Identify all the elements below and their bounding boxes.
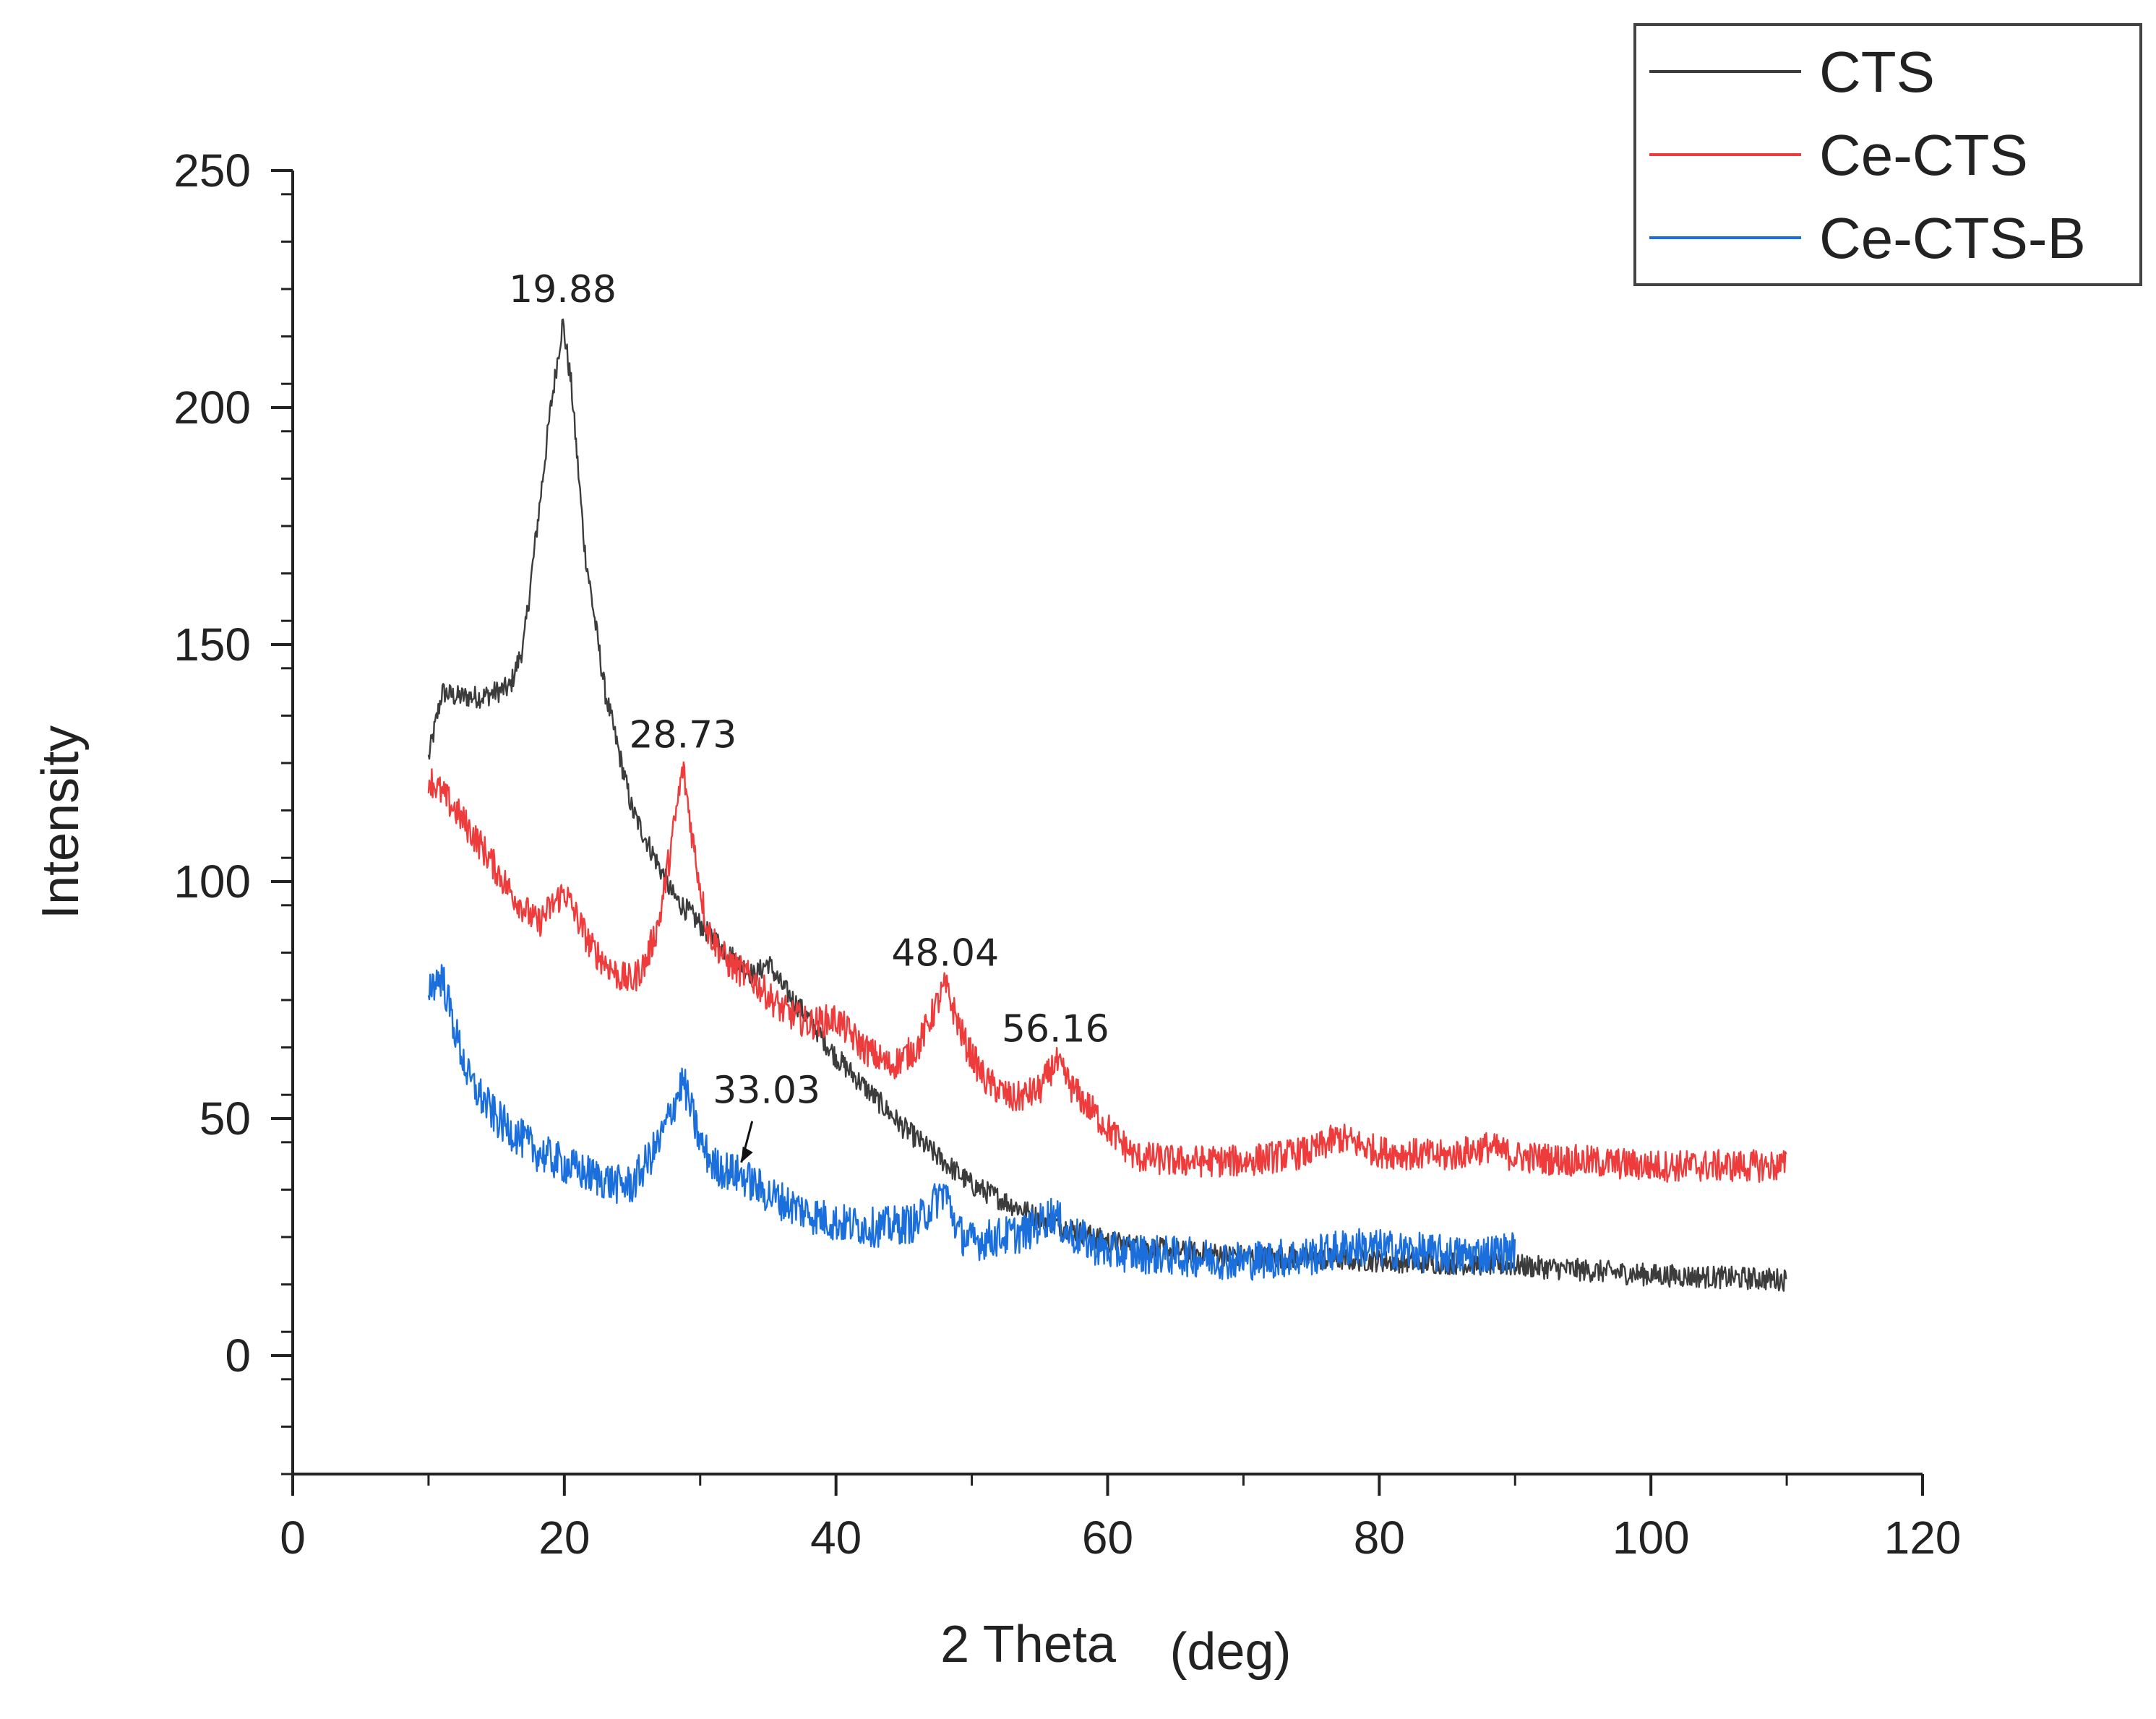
series-line-cts: [427, 318, 1787, 1292]
annotation-label: 33.03: [713, 1069, 820, 1113]
y-tick-label: 0: [225, 1330, 251, 1382]
y-tick-label: 150: [173, 619, 251, 671]
legend: CTS Ce-CTS Ce-CTS-B: [1633, 23, 2142, 286]
annotation-label: 28.73: [629, 714, 736, 757]
x-tick-label: 60: [1082, 1512, 1133, 1564]
y-tick-label: 50: [199, 1093, 251, 1145]
x-axis-unit: (deg): [1169, 1623, 1291, 1681]
x-axis-title: 2 Theta: [940, 1616, 1117, 1673]
series-layer: [427, 318, 1787, 1292]
annotation-label: 19.88: [509, 268, 617, 311]
axes: 0 20 40 60 80 100 120 0 50 100 150 200 250 2 Theta (de…: [32, 145, 1961, 1681]
series-line-ce-cts: [427, 761, 1787, 1184]
annotation-arrow-head: [741, 1146, 753, 1163]
legend-label: CTS: [1819, 40, 1935, 104]
y-tick-label: 100: [173, 856, 251, 908]
x-tick-label: 20: [538, 1512, 590, 1564]
y-tick-label: 250: [173, 145, 251, 197]
series-line-ce-cts-b: [427, 964, 1516, 1281]
x-tick-label: 40: [810, 1512, 862, 1564]
annotation-label: 56.16: [1002, 1007, 1109, 1051]
x-tick-label: 0: [280, 1512, 306, 1564]
legend-label: Ce-CTS: [1819, 123, 2028, 187]
y-axis-title: Intensity: [32, 725, 90, 919]
legend-label: Ce-CTS-B: [1819, 206, 2086, 270]
annotation-label: 48.04: [891, 931, 999, 975]
y-tick-label: 200: [173, 382, 251, 434]
x-tick-label: 80: [1354, 1512, 1405, 1564]
x-tick-label: 120: [1884, 1512, 1962, 1564]
x-tick-label: 100: [1612, 1512, 1690, 1564]
